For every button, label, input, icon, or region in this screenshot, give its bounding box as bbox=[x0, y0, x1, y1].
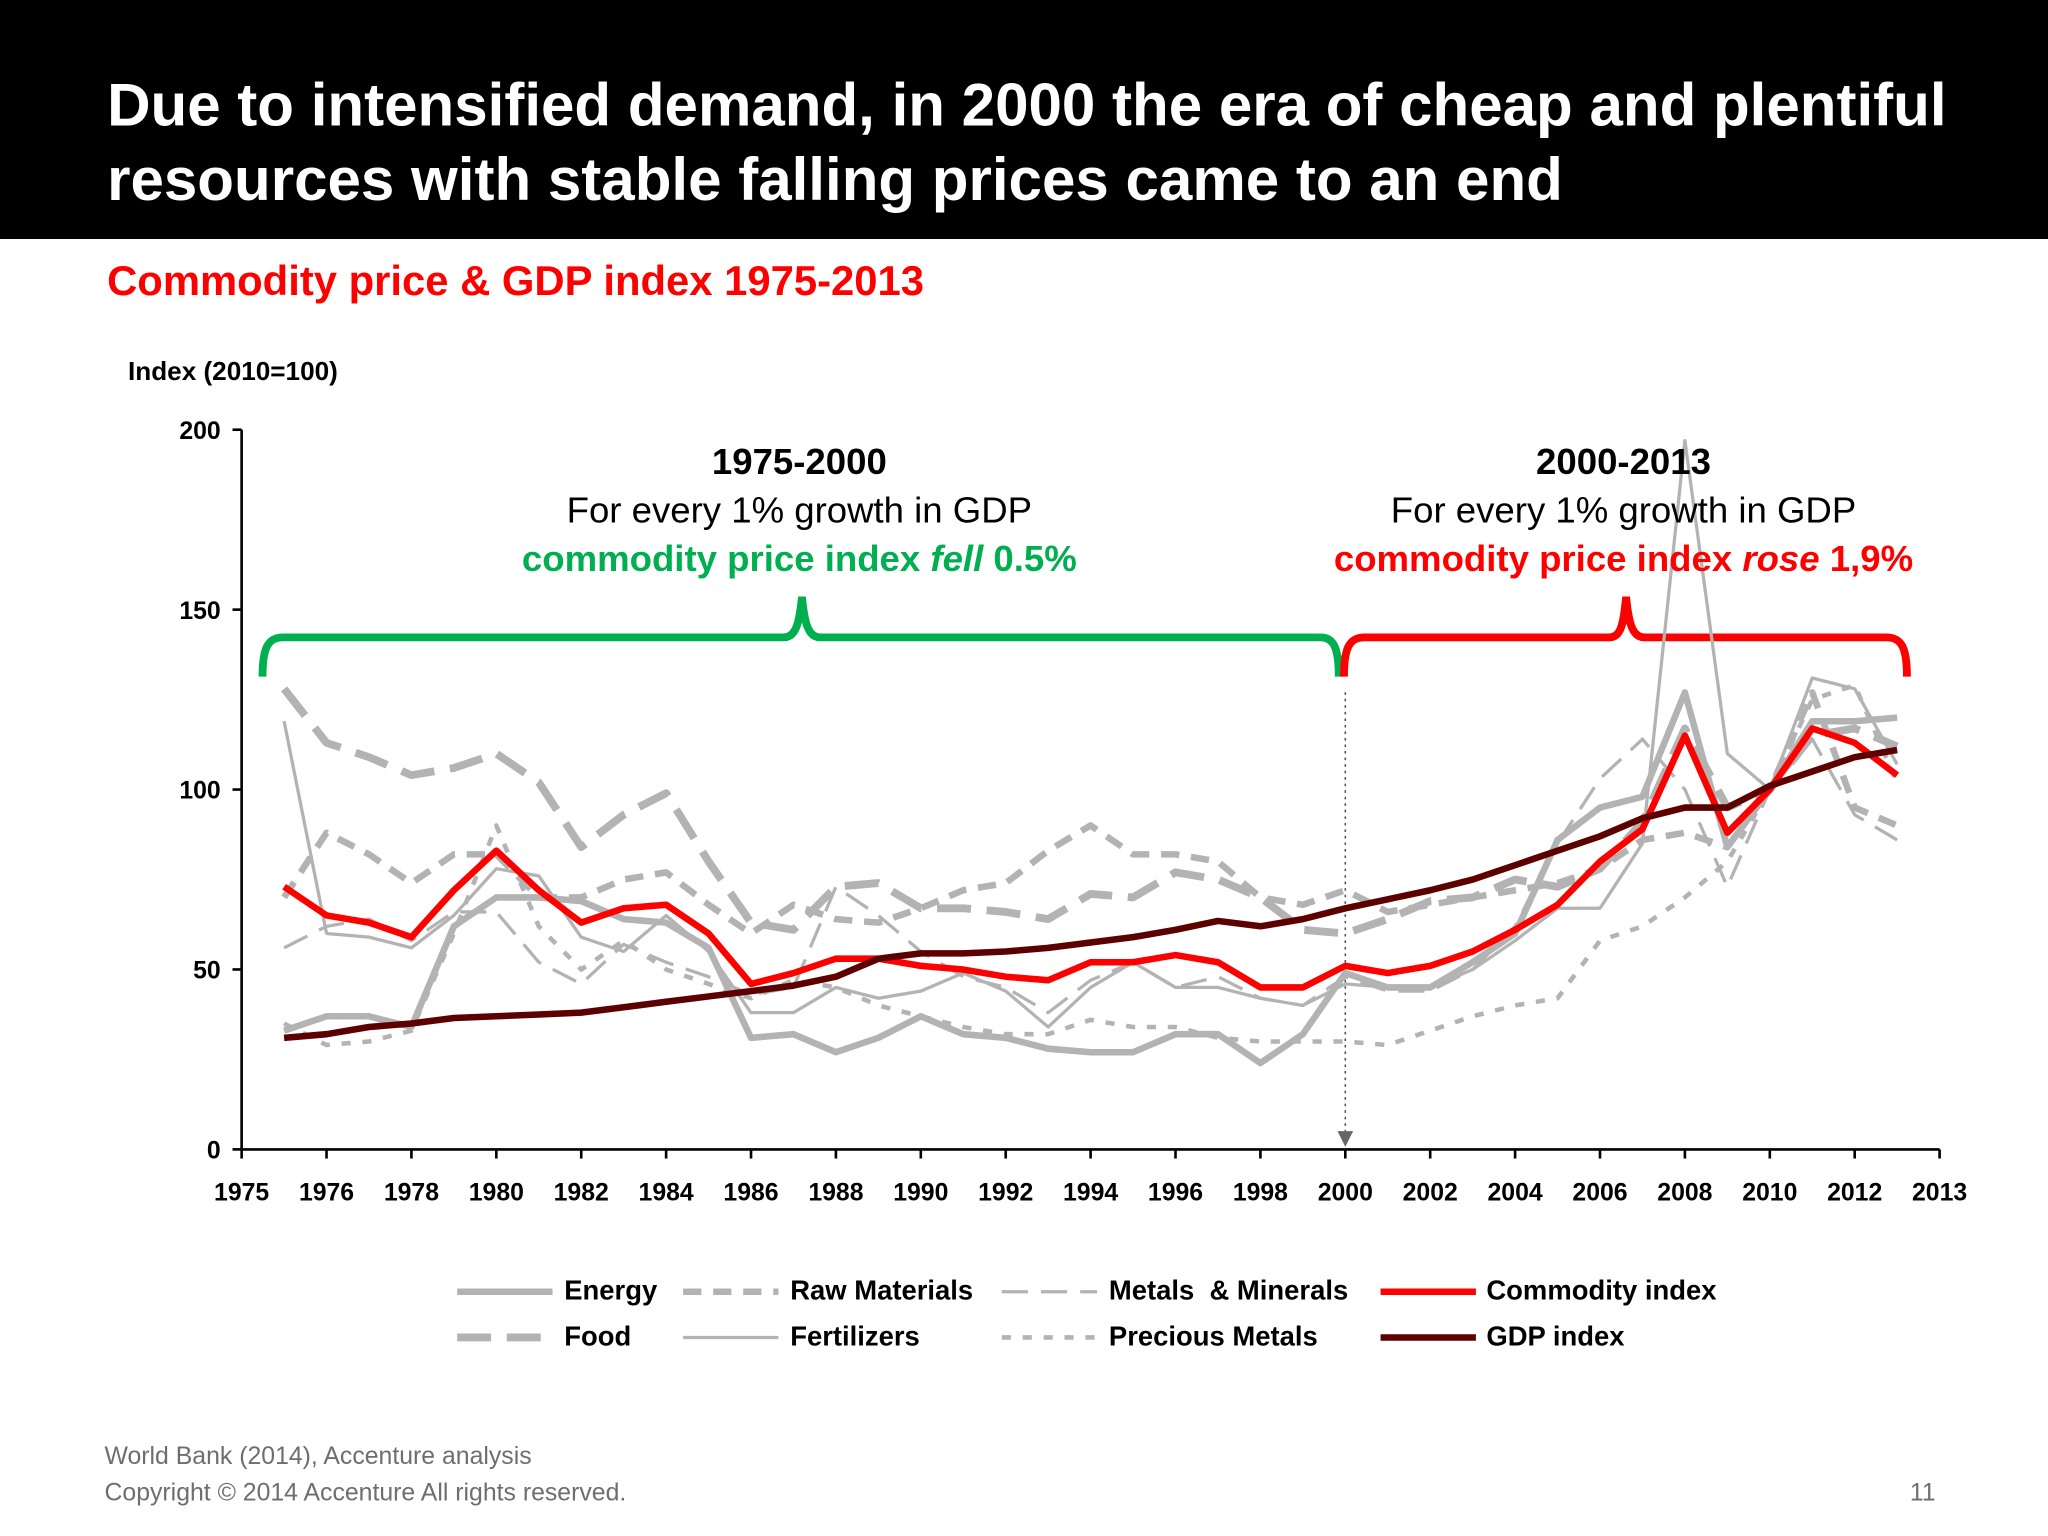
x-tick-label: 1992 bbox=[978, 1179, 1033, 1206]
legend-food: Food bbox=[564, 1321, 632, 1352]
highlight-post: 0.5% bbox=[983, 538, 1077, 579]
annotation-1975-2000: 1975-2000 For every 1% growth in GDP com… bbox=[381, 438, 1217, 583]
annotation-2000-2013: 2000-2013 For every 1% growth in GDP com… bbox=[1206, 438, 2042, 583]
x-tick-label: 2010 bbox=[1742, 1179, 1797, 1206]
x-tick-label: 2000 bbox=[1318, 1179, 1373, 1206]
x-tick-label: 1984 bbox=[639, 1179, 694, 1206]
legend-energy: Energy bbox=[564, 1276, 658, 1307]
x-tick-label: 1975 bbox=[214, 1179, 269, 1206]
x-tick-label: 1988 bbox=[808, 1179, 863, 1206]
y-tick-label: 200 bbox=[179, 418, 220, 445]
legend-metals-minerals: Metals & Minerals bbox=[1108, 1276, 1349, 1307]
marker-arrow-icon bbox=[1337, 1131, 1354, 1147]
y-tick-label: 100 bbox=[179, 778, 220, 805]
series-precious-metals bbox=[283, 682, 1900, 1048]
x-tick-label: 2002 bbox=[1403, 1179, 1458, 1206]
legend-precious-metals: Precious Metals bbox=[1108, 1321, 1318, 1352]
x-tick-label: 1976 bbox=[299, 1179, 354, 1206]
annotation-highlight: commodity price index rose 1,9% bbox=[1206, 534, 2042, 582]
x-tick-label: 2008 bbox=[1657, 1179, 1712, 1206]
highlight-pre: commodity price index bbox=[521, 538, 931, 579]
y-tick-label: 50 bbox=[193, 958, 221, 985]
annotation-text: For every 1% growth in GDP bbox=[566, 489, 1033, 531]
copyright: Copyright © 2014 Accenture All rights re… bbox=[104, 1479, 627, 1508]
legend-commodity-index: Commodity index bbox=[1486, 1276, 1717, 1307]
series-fertilizers bbox=[282, 438, 1899, 1029]
x-tick-label: 2004 bbox=[1488, 1179, 1543, 1206]
legend-fertilizers: Fertilizers bbox=[790, 1321, 920, 1352]
legend-gdp-index: GDP index bbox=[1486, 1321, 1625, 1352]
page-number: 11 bbox=[1909, 1479, 1936, 1508]
y-tick-label: 0 bbox=[207, 1138, 221, 1165]
x-tick-label: 1986 bbox=[723, 1179, 778, 1206]
y-tick-label: 150 bbox=[179, 598, 220, 625]
red-brace bbox=[1340, 596, 1911, 677]
series-gdp-index bbox=[283, 746, 1898, 1042]
x-tick-label: 1980 bbox=[469, 1179, 524, 1206]
legend-raw-materials: Raw Materials bbox=[790, 1276, 974, 1307]
highlight-verb: rose bbox=[1742, 538, 1820, 579]
x-tick-label: 1998 bbox=[1233, 1179, 1288, 1206]
series-commodity-index bbox=[282, 725, 1900, 991]
x-tick-label: 1994 bbox=[1063, 1179, 1118, 1206]
green-brace bbox=[258, 596, 1343, 677]
annotation-period: 1975-2000 bbox=[711, 441, 887, 482]
title-bar: Due to intensified demand, in 2000 the e… bbox=[0, 0, 2048, 240]
x-tick-label: 2012 bbox=[1827, 1179, 1882, 1206]
annotation-period: 2000-2013 bbox=[1536, 441, 1711, 482]
x-tick-label: 1990 bbox=[893, 1179, 948, 1206]
highlight-verb: fell bbox=[930, 538, 984, 579]
source-note: World Bank (2014), Accenture analysis bbox=[104, 1443, 532, 1471]
annotation-text: For every 1% growth in GDP bbox=[1390, 489, 1857, 531]
x-tick-label: 1982 bbox=[554, 1179, 609, 1206]
y-axis-label: Index (2010=100) bbox=[127, 357, 338, 387]
annotation-highlight: commodity price index fell 0.5% bbox=[381, 534, 1217, 582]
x-tick-label: 1996 bbox=[1148, 1179, 1203, 1206]
x-tick-label: 2013 bbox=[1912, 1179, 1967, 1206]
highlight-pre: commodity price index bbox=[1333, 538, 1743, 579]
series-metals-minerals bbox=[283, 737, 1898, 1015]
chart-subtitle: Commodity price & GDP index 1975-2013 bbox=[107, 257, 924, 305]
x-tick-label: 2006 bbox=[1572, 1179, 1627, 1206]
x-tick-label: 1978 bbox=[384, 1179, 439, 1206]
slide-title: Due to intensified demand, in 2000 the e… bbox=[107, 70, 1947, 213]
highlight-post: 1,9% bbox=[1819, 538, 1914, 579]
